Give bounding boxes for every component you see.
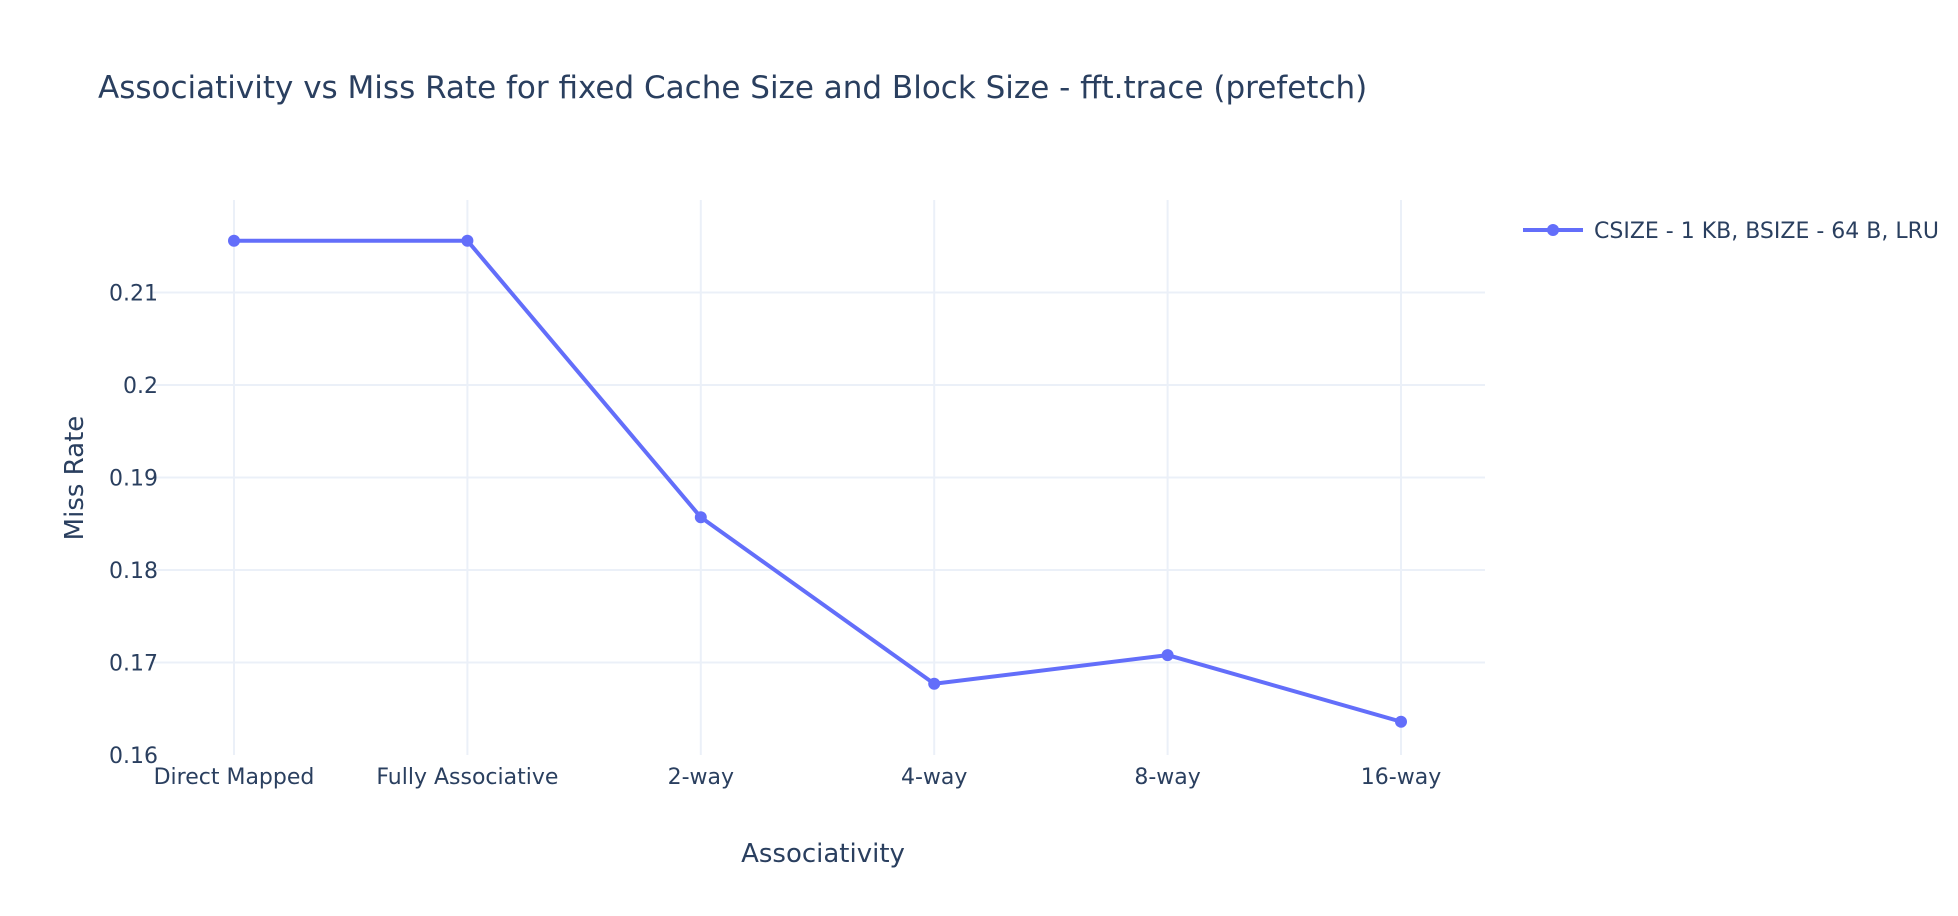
- y-tick-label: 0.16: [109, 744, 158, 769]
- y-tick-label: 0.18: [109, 559, 158, 584]
- y-tick-label: 0.19: [109, 467, 158, 492]
- data-point: [228, 234, 240, 247]
- y-tick-label: 0.17: [109, 652, 158, 677]
- data-point: [928, 677, 941, 690]
- grid-layer: [150, 200, 1485, 755]
- data-point: [1161, 649, 1174, 662]
- legend-marker-icon: [1547, 224, 1559, 236]
- x-tick-label: 8-way: [1134, 765, 1200, 790]
- x-tick-label: Direct Mapped: [154, 765, 315, 790]
- x-tick-label: Fully Associative: [376, 765, 558, 790]
- series-line: [234, 238, 1402, 724]
- series-layer: [228, 234, 1407, 728]
- x-axis-title: Associativity: [741, 839, 905, 869]
- legend[interactable]: CSIZE - 1 KB, BSIZE - 64 B, LRU: [1523, 219, 1939, 244]
- x-axis-ticks: Direct Mapped Fully Associative 2-way 4-way…: [154, 765, 1442, 790]
- x-tick-label: 16-way: [1361, 765, 1441, 790]
- x-tick-label: 2-way: [668, 765, 734, 790]
- data-point: [1395, 715, 1407, 728]
- y-tick-label: 0.2: [123, 374, 158, 399]
- data-point: [461, 234, 474, 247]
- y-axis-ticks: 0.16 0.17 0.18 0.19 0.2 0.21: [109, 282, 158, 770]
- legend-label: CSIZE - 1 KB, BSIZE - 64 B, LRU: [1594, 219, 1939, 244]
- y-axis-title: Miss Rate: [60, 416, 90, 541]
- chart-title: Associativity vs Miss Rate for fixed Cac…: [98, 70, 1367, 106]
- x-tick-label: 4-way: [901, 765, 967, 790]
- y-tick-label: 0.21: [109, 282, 158, 307]
- data-point: [694, 511, 707, 524]
